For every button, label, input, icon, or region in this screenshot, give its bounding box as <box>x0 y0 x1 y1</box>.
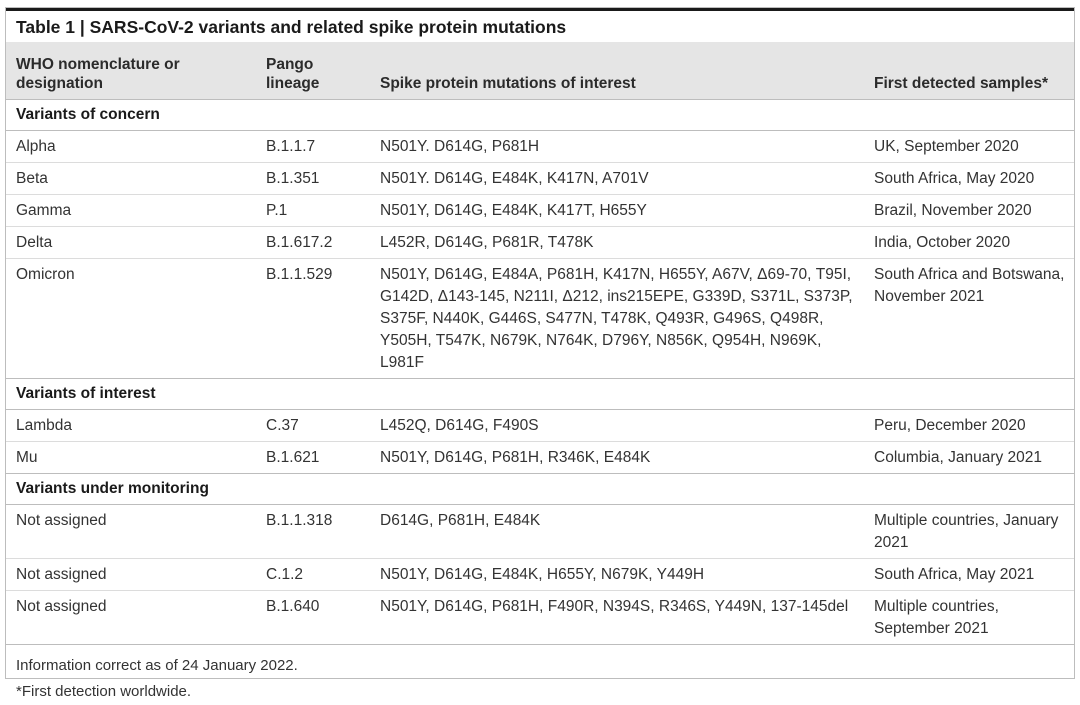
first-detected-cell: India, October 2020 <box>864 225 1074 258</box>
table-row: Not assigned B.1.1.318 D614G, P681H, E484K… <box>6 503 1074 558</box>
table-header-row: WHO nomenclature or designation Pango li… <box>6 42 1074 99</box>
pango-lineage-cell: B.1.1.529 <box>256 257 370 378</box>
first-detected-cell: Multiple countries, January 2021 <box>864 503 1074 558</box>
table-title: Table 1 | SARS-CoV-2 variants and relate… <box>6 8 1074 42</box>
group-label: Variants of concern <box>6 98 1074 130</box>
table-row: Mu B.1.621 N501Y, D614G, P681H, R346K, E48… <box>6 440 1074 473</box>
pango-lineage-cell: B.1.640 <box>256 589 370 644</box>
group-row: Variants of interest <box>6 377 1074 409</box>
table-row: Alpha B.1.1.7 N501Y. D614G, P681H UK, Septe… <box>6 129 1074 162</box>
first-detected-cell: UK, September 2020 <box>864 129 1074 162</box>
spike-mutations-cell: N501Y, D614G, E484K, H655Y, N679K, Y449H <box>370 557 864 590</box>
variant-name-cell: Not assigned <box>6 589 256 644</box>
footnote-first-detection: *First detection worldwide. <box>16 682 192 700</box>
pango-lineage-cell: B.1.351 <box>256 161 370 194</box>
variant-name-cell: Gamma <box>6 193 256 226</box>
table-row: Not assigned B.1.640 N501Y, D614G, P681H, … <box>6 589 1074 644</box>
first-detected-cell: Peru, December 2020 <box>864 408 1074 441</box>
variant-name-cell: Delta <box>6 225 256 258</box>
pango-lineage-cell: C.1.2 <box>256 557 370 590</box>
spike-mutations-cell: L452R, D614G, P681R, T478K <box>370 225 864 258</box>
pango-lineage-cell: B.1.621 <box>256 440 370 473</box>
first-detected-cell: South Africa, May 2021 <box>864 557 1074 590</box>
first-detected-cell: Multiple countries, September 2021 <box>864 589 1074 644</box>
group-row: Variants under monitoring <box>6 472 1074 504</box>
header-spike-mutations: Spike protein mutations of interest <box>380 74 636 92</box>
group-label: Variants under monitoring <box>6 472 1074 504</box>
footnotes: Information correct as of 24 January 202… <box>6 643 1074 705</box>
table-row: Omicron B.1.1.529 N501Y, D614G, E484A, P68… <box>6 257 1074 378</box>
spike-mutations-cell: N501Y, D614G, E484K, K417T, H655Y <box>370 193 864 226</box>
first-detected-cell: Columbia, January 2021 <box>864 440 1074 473</box>
pango-lineage-cell: B.1.1.318 <box>256 503 370 558</box>
pango-lineage-cell: P.1 <box>256 193 370 226</box>
table-row: Beta B.1.351 N501Y. D614G, E484K, K417N, A… <box>6 161 1074 194</box>
footnote-date: Information correct as of 24 January 202… <box>16 656 298 674</box>
header-first-detected: First detected samples* <box>874 74 1049 92</box>
group-label: Variants of interest <box>6 377 1074 409</box>
variant-name-cell: Omicron <box>6 257 256 378</box>
spike-mutations-cell: N501Y, D614G, P681H, F490R, N394S, R346S… <box>370 589 864 644</box>
variant-name-cell: Not assigned <box>6 503 256 558</box>
spike-mutations-cell: N501Y, D614G, P681H, R346K, E484K <box>370 440 864 473</box>
group-row: Variants of concern <box>6 98 1074 130</box>
header-who-designation: WHO nomenclature or designation <box>16 55 180 92</box>
spike-mutations-cell: N501Y. D614G, E484K, K417N, A701V <box>370 161 864 194</box>
pango-lineage-cell: B.1.1.7 <box>256 129 370 162</box>
table-row: Gamma P.1 N501Y, D614G, E484K, K417T, H655… <box>6 193 1074 226</box>
variants-table-panel: Table 1 | SARS-CoV-2 variants and relate… <box>5 7 1075 700</box>
table-body: Variants of concern Alpha B.1.1.7 N501Y. D6… <box>6 98 1074 644</box>
table-row: Not assigned C.1.2 N501Y, D614G, E484K, H6… <box>6 557 1074 590</box>
first-detected-cell: South Africa and Botswana, November 2021 <box>864 257 1074 378</box>
spike-mutations-cell: L452Q, D614G, F490S <box>370 408 864 441</box>
table-row: Lambda C.37 L452Q, D614G, F490S Peru, Decem… <box>6 408 1074 441</box>
variant-name-cell: Beta <box>6 161 256 194</box>
spike-mutations-cell: D614G, P681H, E484K <box>370 503 864 558</box>
header-pango-lineage: Pango lineage <box>266 55 320 92</box>
variants-table: WHO nomenclature or designation Pango li… <box>6 42 1074 644</box>
first-detected-cell: South Africa, May 2020 <box>864 161 1074 194</box>
variant-name-cell: Not assigned <box>6 557 256 590</box>
table-row: Delta B.1.617.2 L452R, D614G, P681R, T478K… <box>6 225 1074 258</box>
variant-name-cell: Alpha <box>6 129 256 162</box>
pango-lineage-cell: C.37 <box>256 408 370 441</box>
variant-name-cell: Mu <box>6 440 256 473</box>
variant-name-cell: Lambda <box>6 408 256 441</box>
first-detected-cell: Brazil, November 2020 <box>864 193 1074 226</box>
spike-mutations-cell: N501Y, D614G, E484A, P681H, K417N, H655Y… <box>370 257 864 378</box>
pango-lineage-cell: B.1.617.2 <box>256 225 370 258</box>
spike-mutations-cell: N501Y. D614G, P681H <box>370 129 864 162</box>
